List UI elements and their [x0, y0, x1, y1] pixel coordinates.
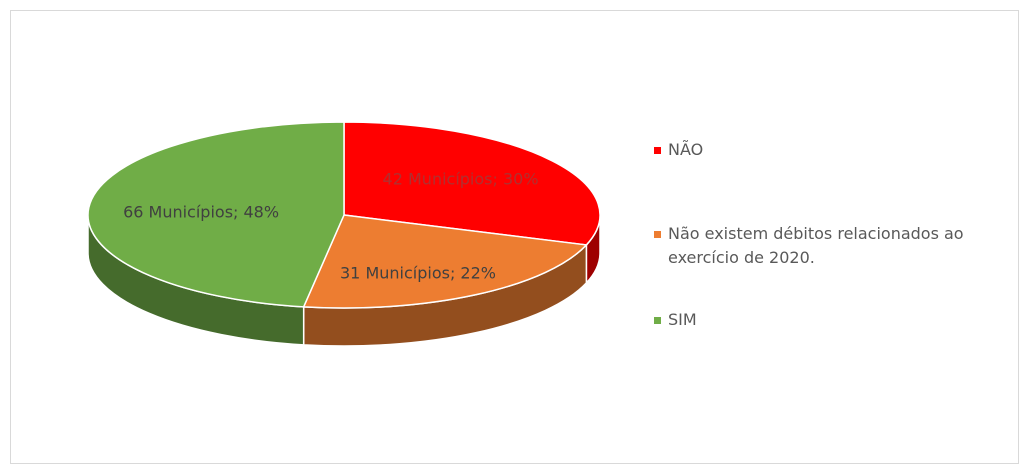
legend-key — [654, 317, 661, 324]
legend-key — [654, 147, 661, 154]
data-label: 31 Municípios; 22% — [340, 263, 496, 283]
legend-label: Não existem débitos relacionados ao exer… — [668, 224, 964, 267]
legend-item: NÃO — [654, 138, 1029, 162]
data-label: 66 Municípios; 48% — [123, 202, 280, 222]
pie-slice — [343, 121, 601, 246]
legend-item: Não existem débitos relacionados ao exer… — [654, 222, 1029, 270]
legend-key — [654, 231, 661, 238]
legend-label: SIM — [668, 310, 697, 329]
pie-slice — [302, 214, 588, 309]
legend-label: NÃO — [668, 140, 704, 159]
pie-slice — [87, 121, 345, 308]
legend-item: SIM — [654, 308, 1029, 332]
data-label: 42 Municípios; 30% — [382, 169, 539, 189]
